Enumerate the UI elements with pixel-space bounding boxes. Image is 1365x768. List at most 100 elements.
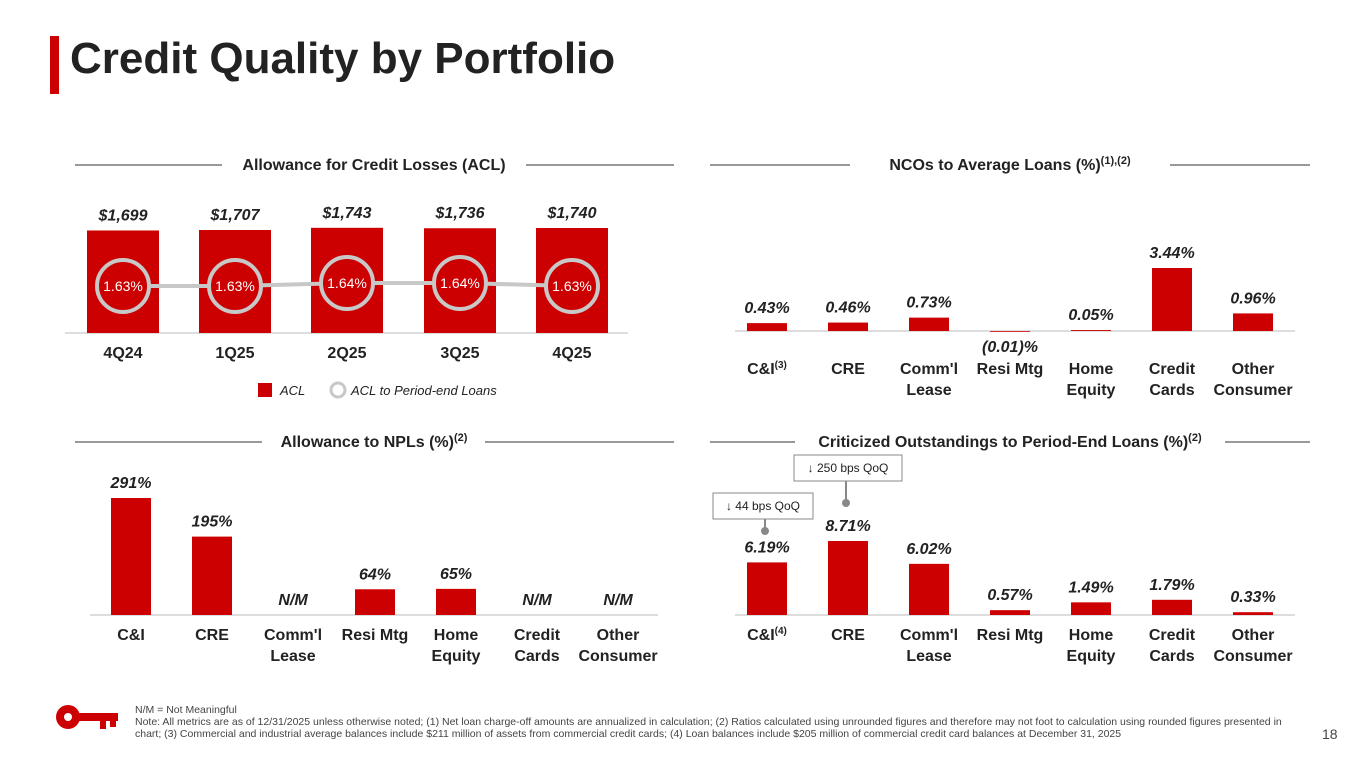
criticized-bar xyxy=(747,562,787,615)
acl-ratio-point xyxy=(95,258,151,314)
acl-ratio-point xyxy=(432,255,488,311)
acl-category-label: 4Q24 xyxy=(103,345,142,362)
legend-acl-label: ACL xyxy=(279,383,305,398)
npl-category-label: Consumer xyxy=(578,648,657,665)
criticized-bar-value-label: 0.57% xyxy=(987,587,1032,604)
title-accent-bar xyxy=(50,36,59,94)
nco-bar-value-label: 0.43% xyxy=(744,300,789,317)
acl-bar-value-label: $1,707 xyxy=(210,207,261,224)
acl-ratio-point xyxy=(319,255,375,311)
criticized-bar xyxy=(990,610,1030,615)
nco-category-label: Other xyxy=(1232,361,1275,378)
acl-ratio-label: 1.63% xyxy=(103,278,143,294)
nco-bar xyxy=(909,317,949,331)
nco-bar xyxy=(828,322,868,331)
npl-bar-value-label: 64% xyxy=(359,566,391,583)
criticized-category-label: C&I(4) xyxy=(747,626,787,644)
criticized-chart-header: Criticized Outstandings to Period-End Lo… xyxy=(710,432,1310,451)
nco-bar-value-label: 0.05% xyxy=(1068,307,1113,324)
nco-bar-value-label: (0.01)% xyxy=(982,339,1038,356)
criticized-category-label: Comm'l xyxy=(900,627,958,644)
acl-bar-value-label: $1,736 xyxy=(435,205,485,222)
npl-chart-title: Allowance to NPLs (%)(2) xyxy=(281,432,468,451)
npl-category-label: Resi Mtg xyxy=(342,627,409,644)
criticized-bar-value-label: 6.19% xyxy=(744,539,789,556)
npl-bar-value-label: 195% xyxy=(192,514,233,531)
acl-category-label: 4Q25 xyxy=(552,345,591,362)
nco-category-label: Equity xyxy=(1067,382,1116,399)
acl-ratio-label: 1.64% xyxy=(327,275,367,291)
npl-bar xyxy=(355,589,395,615)
npl-bar xyxy=(192,536,232,615)
criticized-bar xyxy=(909,563,949,615)
qoq-callout-dot xyxy=(761,527,769,535)
npl-category-label: CRE xyxy=(195,627,229,644)
npl-bar-value-label: 65% xyxy=(440,566,472,583)
qoq-callout-dot xyxy=(842,499,850,507)
acl-category-label: 3Q25 xyxy=(440,345,479,362)
criticized-category-label: Equity xyxy=(1067,648,1116,665)
nco-chart-header: NCOs to Average Loans (%)(1),(2) xyxy=(710,155,1310,174)
npl-bar xyxy=(436,588,476,615)
criticized-bar xyxy=(828,541,868,615)
criticized-bar-value-label: 0.33% xyxy=(1230,589,1275,606)
criticized-bar xyxy=(1071,602,1111,615)
nco-bar xyxy=(1233,313,1273,331)
acl-bar-value-label: $1,740 xyxy=(547,205,597,222)
criticized-category-label: Home xyxy=(1069,627,1114,644)
npl-bar-value-label: N/M xyxy=(522,592,552,609)
footnote-note: Note: All metrics are as of 12/31/2025 u… xyxy=(135,716,1282,740)
acl-ratio-point xyxy=(207,258,263,314)
criticized-bar xyxy=(1233,612,1273,615)
page-title: Credit Quality by Portfolio xyxy=(70,34,616,83)
npl-category-label: Home xyxy=(434,627,479,644)
acl-category-label: 2Q25 xyxy=(327,345,366,362)
acl-ratio-label: 1.63% xyxy=(215,278,255,294)
nco-bar xyxy=(1071,330,1111,331)
criticized-category-label: Resi Mtg xyxy=(977,627,1044,644)
nco-category-label: Home xyxy=(1069,361,1114,378)
criticized-chart-title: Criticized Outstandings to Period-End Lo… xyxy=(818,432,1202,451)
qoq-callout-box xyxy=(793,454,903,482)
npl-bar-value-label: N/M xyxy=(278,592,308,609)
page-number: 18 xyxy=(1322,726,1338,742)
criticized-bar-value-label: 6.02% xyxy=(906,541,951,558)
acl-bar-value-label: $1,699 xyxy=(98,207,148,224)
npl-category-label: Comm'l xyxy=(264,627,322,644)
key-icon xyxy=(56,705,118,729)
footnote-nm: N/M = Not Meaningful xyxy=(135,704,237,716)
nco-bar xyxy=(1152,268,1192,331)
npl-bar-value-label: N/M xyxy=(603,592,633,609)
criticized-bar-value-label: 1.49% xyxy=(1068,579,1113,596)
npl-category-label: Credit xyxy=(514,627,561,644)
criticized-category-label: Consumer xyxy=(1213,648,1292,665)
criticized-category-label: Other xyxy=(1232,627,1275,644)
nco-category-label: Consumer xyxy=(1213,382,1292,399)
nco-category-label: CRE xyxy=(831,361,865,378)
criticized-category-label: CRE xyxy=(831,627,865,644)
nco-bar xyxy=(747,323,787,331)
npl-category-label: Other xyxy=(597,627,640,644)
acl-category-label: 1Q25 xyxy=(215,345,254,362)
qoq-callout-box xyxy=(712,492,814,520)
npl-bar xyxy=(111,498,151,615)
nco-bar-value-label: 0.46% xyxy=(825,300,870,317)
legend-ratio-label: ACL to Period-end Loans xyxy=(350,383,497,398)
qoq-callout-text: ↓ 250 bps QoQ xyxy=(808,461,889,475)
footnote: N/M = Not Meaningful Note: All metrics a… xyxy=(135,704,1295,740)
npl-category-label: C&I xyxy=(117,627,145,644)
npl-category-label: Cards xyxy=(514,648,559,665)
criticized-bar-value-label: 8.71% xyxy=(825,518,870,535)
criticized-category-label: Cards xyxy=(1149,648,1194,665)
qoq-callout-text: ↓ 44 bps QoQ xyxy=(726,499,800,513)
criticized-category-label: Credit xyxy=(1149,627,1196,644)
criticized-bar-value-label: 1.79% xyxy=(1149,577,1194,594)
npl-chart-header: Allowance to NPLs (%)(2) xyxy=(75,432,674,451)
legend-acl-swatch xyxy=(258,383,272,397)
npl-category-label: Equity xyxy=(432,648,481,665)
npl-category-label: Lease xyxy=(270,648,315,665)
nco-category-label: Credit xyxy=(1149,361,1196,378)
npl-bar-value-label: 291% xyxy=(110,475,152,492)
nco-bar-value-label: 3.44% xyxy=(1149,245,1194,262)
